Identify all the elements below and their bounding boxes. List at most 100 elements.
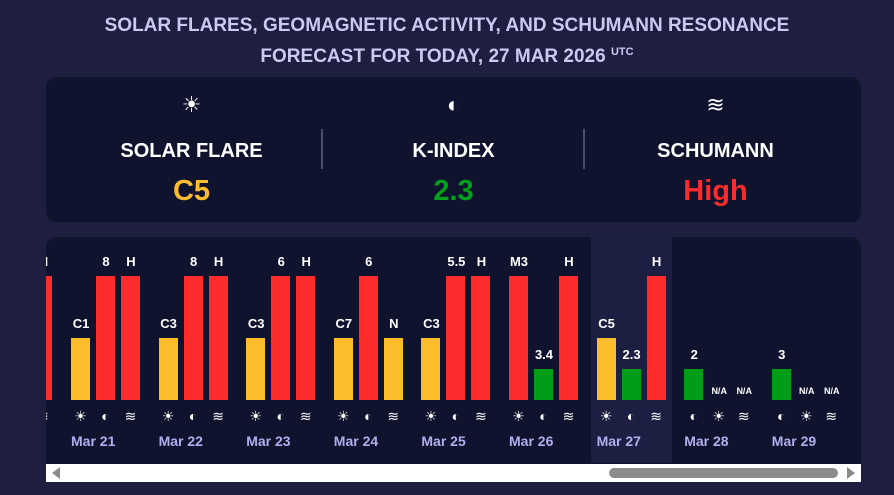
k-value-label: 2.3	[622, 347, 641, 362]
sun-icon: ☀	[424, 408, 438, 424]
magnet-icon: ◐	[539, 408, 548, 424]
sun-icon: ☀	[512, 408, 525, 424]
k-bar	[684, 369, 704, 400]
flare-bar	[333, 338, 353, 400]
flare-value-label: C7	[335, 316, 353, 331]
schumann-bar	[646, 276, 666, 400]
sun-icon: ☀	[161, 408, 175, 424]
waves-icon: ≋	[387, 408, 400, 424]
flare-bar	[596, 338, 616, 400]
flare-value-label: C3	[423, 316, 440, 331]
divider	[321, 129, 323, 169]
solar-flare-label: SOLAR FLARE	[120, 140, 263, 162]
scroll-right-arrow-icon[interactable]	[847, 467, 855, 479]
forecast-chart[interactable]: ☀ ◐ H ≋ C1 ☀ 8 ◐ H ≋ Mar 21 C3 ☀ 8 ◐ H ≋ Mar 22 C3 ☀ 6 ◐ H ≋ Mar…	[46, 237, 861, 482]
flare-value-label: M3	[509, 254, 529, 269]
schumann-bar	[383, 338, 403, 400]
schumann-bar	[296, 276, 316, 400]
sun-icon: ☀	[712, 408, 725, 424]
magnet-icon: ◐	[446, 92, 461, 117]
waves-icon: ≋	[706, 92, 725, 117]
k-value-label: 8	[102, 254, 110, 269]
schumann-bar	[471, 276, 491, 400]
waves-icon: ≋	[650, 408, 662, 424]
timezone-label: UTC	[610, 46, 634, 58]
summary-card: ☀ SOLAR FLARE C5 ◐ K-INDEX 2.3 ≋ SCHUMAN…	[46, 77, 861, 222]
horizontal-scrollbar[interactable]	[46, 464, 861, 482]
flare-bar	[71, 338, 90, 400]
k-bar	[183, 276, 203, 400]
schumann-value-label: H	[301, 254, 311, 269]
schumann-value-label: H	[564, 254, 574, 269]
schumann-value-label: N/A	[824, 386, 840, 396]
waves-icon: ≋	[124, 408, 137, 424]
schumann-label: SCHUMANN	[657, 140, 774, 162]
sun-icon: ☀	[181, 92, 202, 117]
k-index-summary: ◐ K-INDEX 2.3	[318, 77, 589, 222]
k-index-label: K-INDEX	[412, 140, 495, 162]
divider	[583, 129, 585, 169]
flare-bar	[509, 276, 528, 400]
schumann-value-label: H	[651, 254, 662, 269]
date-label: Mar 25	[421, 433, 466, 449]
magnet-icon: ◐	[101, 408, 110, 424]
flare-value-label: C1	[72, 316, 90, 331]
k-value-label: 8	[189, 254, 198, 269]
sun-icon: ☀	[74, 408, 87, 424]
sun-icon: ☀	[800, 408, 813, 424]
schumann-bar	[46, 276, 53, 400]
flare-bar	[421, 338, 441, 400]
sun-icon: ☀	[599, 408, 613, 424]
sun-icon: ☀	[337, 408, 350, 424]
waves-icon: ≋	[299, 408, 312, 424]
waves-icon: ≋	[737, 408, 750, 424]
schumann-value-label: H	[46, 254, 63, 269]
k-value-label: 5.5	[447, 254, 466, 269]
k-value-label: 3	[778, 347, 786, 362]
flare-bar	[158, 338, 178, 400]
schumann-bar	[208, 276, 228, 400]
date-label: Mar 24	[333, 433, 379, 449]
k-bar	[96, 276, 115, 400]
k-bar	[446, 276, 466, 400]
flare-value-label: C3	[160, 316, 177, 331]
k-value-label: 3.4	[534, 347, 554, 362]
k-bar	[771, 369, 791, 400]
solar-flare-summary: ☀ SOLAR FLARE C5	[56, 77, 327, 222]
waves-icon: ≋	[475, 408, 487, 424]
date-label: Mar 26	[509, 433, 554, 449]
schumann-value-label: H	[126, 254, 136, 269]
flare-value-label: N/A	[711, 386, 727, 396]
waves-icon: ≋	[212, 408, 224, 424]
date-label: Mar 27	[596, 433, 641, 449]
flare-value-label: N/A	[799, 386, 815, 396]
magnet-icon: ◐	[188, 408, 198, 424]
date-label: Mar 21	[71, 433, 116, 449]
magnet-icon: ◐	[451, 408, 461, 424]
schumann-value: High	[683, 175, 748, 207]
waves-icon: ≋	[562, 408, 575, 424]
k-bar	[358, 276, 378, 400]
sun-icon: ☀	[249, 408, 262, 424]
schumann-bar	[559, 276, 578, 400]
magnet-icon: ◐	[364, 408, 373, 424]
magnet-icon: ◐	[777, 408, 786, 424]
flare-bar	[246, 338, 266, 400]
schumann-value-label: N	[389, 316, 399, 331]
date-label: Mar 23	[246, 433, 291, 449]
schumann-bar	[121, 276, 140, 400]
schumann-value-label: H	[476, 254, 487, 269]
scroll-left-arrow-icon[interactable]	[52, 467, 60, 479]
scrollbar-thumb[interactable]	[609, 468, 838, 478]
solar-flare-value: C5	[172, 175, 211, 207]
schumann-value-label: N/A	[736, 386, 752, 396]
flare-value-label: C3	[247, 316, 265, 331]
k-value-label: 6	[365, 254, 373, 269]
page-title: SOLAR FLARES, GEOMAGNETIC ACTIVITY, AND …	[0, 13, 894, 70]
waves-icon: ≋	[46, 408, 52, 425]
magnet-icon: ◐	[689, 408, 698, 424]
title-line-2: FORECAST FOR TODAY, 27 MAR 2026	[260, 46, 606, 67]
k-bar	[271, 276, 291, 400]
magnet-icon: ◐	[276, 408, 285, 424]
schumann-value-label: H	[213, 254, 224, 269]
